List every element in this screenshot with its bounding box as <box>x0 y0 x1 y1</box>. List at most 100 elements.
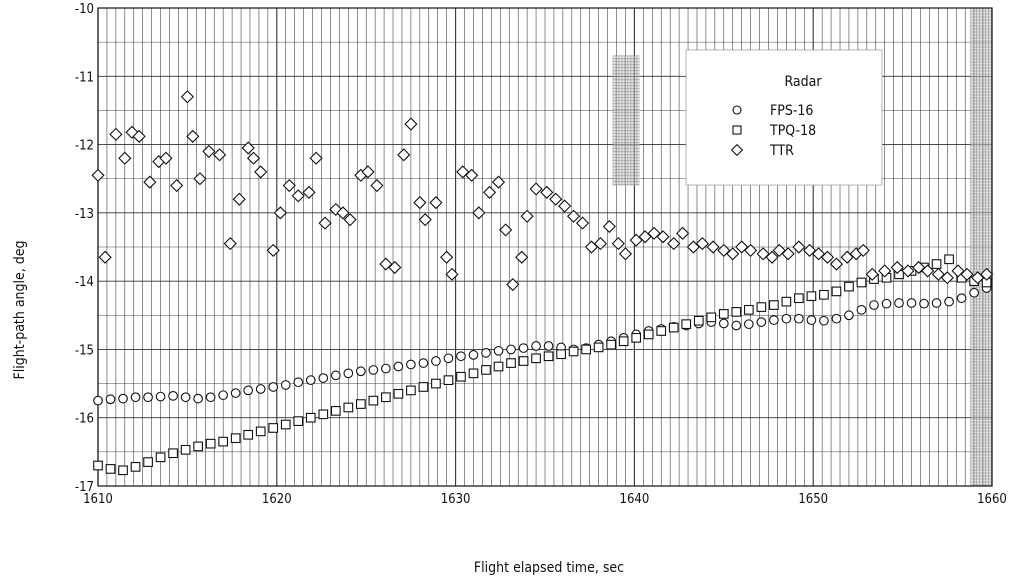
circle-marker <box>493 345 504 356</box>
square-marker <box>218 436 229 447</box>
diamond-marker <box>361 165 375 179</box>
circle-marker <box>969 287 979 298</box>
square-marker <box>543 351 554 362</box>
diamond-marker <box>282 178 296 193</box>
square-marker <box>118 465 128 476</box>
diamond-marker <box>309 151 323 165</box>
diamond-marker <box>781 247 795 261</box>
y-tick-label: -13 <box>75 207 94 222</box>
diamond-marker <box>549 192 563 206</box>
square-marker <box>831 286 842 297</box>
circle-marker <box>368 365 379 375</box>
circle-marker <box>343 368 354 379</box>
circle-marker <box>481 347 491 358</box>
diamond-marker <box>132 129 146 143</box>
diamond-marker <box>254 165 268 179</box>
x-tick-label: 1650 <box>798 492 828 507</box>
legend-circle-marker <box>732 105 742 115</box>
circle-marker <box>456 351 466 362</box>
square-marker <box>381 392 391 403</box>
square-marker <box>643 329 654 340</box>
circle-marker <box>806 315 817 325</box>
square-marker <box>243 429 254 440</box>
diamond-marker <box>499 223 513 237</box>
square-marker <box>393 388 404 399</box>
x-axis-title: Flight elapsed time, sec <box>474 560 624 576</box>
plot-frame <box>97 7 993 487</box>
circle-marker <box>881 298 892 309</box>
y-tick-label: -16 <box>75 412 94 427</box>
square-marker <box>143 457 153 467</box>
square-marker <box>155 452 166 463</box>
diamond-marker <box>940 271 954 285</box>
shaded-region-hatch <box>970 7 992 486</box>
square-marker <box>931 259 942 269</box>
circle-marker <box>130 392 141 403</box>
diamond-marker <box>921 264 935 278</box>
diamond-marker <box>482 185 497 199</box>
square-marker <box>606 339 617 350</box>
circle-marker <box>180 392 191 403</box>
diamond-marker <box>520 209 534 223</box>
square-marker <box>781 296 792 307</box>
circle-marker <box>205 392 216 403</box>
square-marker <box>618 336 629 347</box>
diamond-marker <box>465 168 479 182</box>
diamond-marker <box>506 277 520 292</box>
diamond-marker <box>735 240 749 254</box>
diamond-marker <box>418 213 432 227</box>
circle-marker <box>168 391 178 401</box>
square-marker <box>593 342 604 353</box>
circle-marker <box>468 350 479 360</box>
circle-marker <box>93 395 103 406</box>
square-marker <box>431 378 441 389</box>
diamond-marker <box>98 250 112 264</box>
diamond-marker <box>241 141 255 155</box>
square-marker <box>706 312 717 323</box>
diamond-marker <box>951 264 965 278</box>
square-marker <box>205 438 216 449</box>
circle-marker <box>769 315 779 325</box>
square-marker <box>568 346 579 357</box>
diamond-marker <box>223 237 237 251</box>
diamond-marker <box>491 175 506 189</box>
diamond-marker <box>901 264 915 278</box>
diamond-marker <box>890 260 904 275</box>
diamond-marker <box>618 247 633 261</box>
diamond-marker <box>445 267 459 281</box>
x-tick-label: 1620 <box>262 492 292 507</box>
diamond-marker <box>656 230 670 244</box>
square-marker <box>481 365 491 375</box>
square-marker <box>531 353 541 364</box>
circle-marker <box>543 341 554 351</box>
diamond-marker <box>91 168 105 182</box>
x-tick-label: 1660 <box>977 492 1007 507</box>
diamond-marker <box>980 267 994 281</box>
square-marker <box>756 302 767 312</box>
diamond-marker <box>273 206 287 220</box>
diamond-marker <box>529 182 543 196</box>
diamond-marker <box>302 185 316 199</box>
circle-marker <box>268 382 279 392</box>
square-marker <box>230 433 241 444</box>
square-marker <box>944 254 954 265</box>
square-marker <box>330 406 341 416</box>
circle-marker <box>819 315 829 326</box>
square-marker <box>794 293 804 304</box>
diamond-marker <box>717 243 731 257</box>
diamond-marker <box>575 216 590 230</box>
diamond-marker <box>109 127 123 141</box>
legend-label: FPS-16 <box>770 103 813 119</box>
circle-marker <box>731 320 742 331</box>
legend-box <box>685 49 883 186</box>
diamond-marker <box>567 209 581 223</box>
diamond-marker <box>118 151 132 165</box>
square-marker <box>556 349 566 360</box>
diamond-marker <box>878 264 892 278</box>
diamond-marker <box>397 148 411 162</box>
x-tick-label: 1630 <box>441 492 471 507</box>
diamond-marker <box>765 250 779 264</box>
shaded-region <box>612 55 640 186</box>
square-marker <box>268 423 279 433</box>
x-tick-label: 1640 <box>620 492 650 507</box>
